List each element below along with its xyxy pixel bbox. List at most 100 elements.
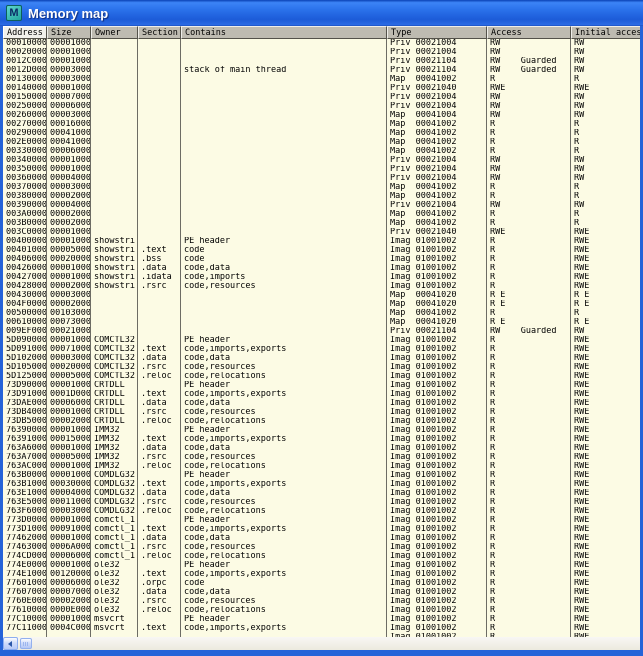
horizontal-scrollbar[interactable]: [3, 637, 640, 650]
table-row[interactable]: 00010000 00001000 Priv 00021004 RW RW: [3, 39, 640, 48]
table-row[interactable]: 00290000 00041000 Map 00041002 R R: [3, 129, 640, 138]
table-row[interactable]: 73D90000 00001000 CRTDLL PE header Imag 0100…: [3, 381, 640, 390]
table-row[interactable]: 774CD000 00006000 comctl_1 .reloc code,reloc…: [3, 552, 640, 561]
table-row[interactable]: 00427000 00001000 showstri .idata code,impor…: [3, 273, 640, 282]
cell-access: R: [487, 237, 571, 246]
table-row[interactable]: 00380000 00002000 Map 00041002 R R: [3, 192, 640, 201]
table-row[interactable]: 774E0000 00001000 ole32 PE header Imag 01001…: [3, 561, 640, 570]
table-row[interactable]: 76390000 00001000 IMM32 PE header Imag 01001…: [3, 426, 640, 435]
table-row[interactable]: 00370000 00003000 Map 00041002 R R: [3, 183, 640, 192]
table-row[interactable]: 5D105000 00020000 COMCTL32 .rsrc code,resour…: [3, 363, 640, 372]
table-row[interactable]: 763E5000 00011000 COMDLG32 .rsrc code,resour…: [3, 498, 640, 507]
table-row[interactable]: 763B0000 00001000 COMDLG32 PE header Imag 01…: [3, 471, 640, 480]
column-header-owner[interactable]: Owner: [91, 26, 138, 39]
table-row[interactable]: 00350000 00001000 Priv 00021004 RW RW: [3, 165, 640, 174]
table-row[interactable]: 763A6000 00001000 IMM32 .data code,data Imag …: [3, 444, 640, 453]
title-bar[interactable]: M Memory map: [0, 0, 643, 26]
cell-contains: [181, 228, 387, 237]
table-row[interactable]: 009EF000 00021000 Priv 00021104 RW Guarded R…: [3, 327, 640, 336]
table-row[interactable]: 773D0000 00001000 comctl_1 PE header Imag 01…: [3, 516, 640, 525]
table-row[interactable]: 763E1000 00004000 COMDLG32 .data code,data Im…: [3, 489, 640, 498]
window-title: Memory map: [28, 5, 109, 21]
scroll-left-button[interactable]: [3, 637, 18, 650]
column-header-contains[interactable]: Contains: [181, 26, 387, 39]
cell-access: R: [487, 192, 571, 201]
table-row[interactable]: 00500000 00103000 Map 00041002 R R: [3, 309, 640, 318]
cell-section: .rsrc: [138, 453, 181, 462]
column-header-type[interactable]: Type: [387, 26, 487, 39]
table-row[interactable]: 00390000 00004000 Priv 00021004 RW RW: [3, 201, 640, 210]
cell-address: 73D91000: [3, 390, 47, 399]
table-row[interactable]: 5D091000 00071000 COMCTL32 .text code,import…: [3, 345, 640, 354]
table-row[interactable]: 73DAE000 00006000 CRTDLL .data code,data Imag…: [3, 399, 640, 408]
table-row[interactable]: 5D125000 00005000 COMCTL32 .reloc code,reloc…: [3, 372, 640, 381]
table-row[interactable]: 00401000 00005000 showstri .text code Imag 01…: [3, 246, 640, 255]
table-row[interactable]: 7760E000 00002000 ole32 .rsrc code,resources…: [3, 597, 640, 606]
cell-contains: code,data: [181, 399, 387, 408]
column-header-initial-access[interactable]: Initial access: [571, 26, 640, 39]
table-row[interactable]: 0012D000 00003000 stack of main thread Priv…: [3, 66, 640, 75]
table-row[interactable]: 77610000 0000E000 ole32 .reloc code,relocati…: [3, 606, 640, 615]
cell-owner: COMCTL32: [91, 354, 138, 363]
table-row[interactable]: 00270000 00016000 Map 00041002 R R: [3, 120, 640, 129]
table-row[interactable]: 77607000 00007000 ole32 .data code,data Imag …: [3, 588, 640, 597]
cell-initial_access: RWE: [574, 507, 590, 516]
table-row[interactable]: 00260000 00003000 Map 00041004 RW RW: [3, 111, 640, 120]
table-row[interactable]: 73DB5000 00002000 CRTDLL .reloc code,relocat…: [3, 417, 640, 426]
table-row[interactable]: 00130000 00003000 Map 00041002 R R: [3, 75, 640, 84]
memory-map-window-icon[interactable]: M: [6, 5, 22, 21]
table-row[interactable]: 00360000 00004000 Priv 00021004 RW RW: [3, 174, 640, 183]
table-row[interactable]: 77462000 00001000 comctl_1 .data code,data Im…: [3, 534, 640, 543]
column-header-access[interactable]: Access: [487, 26, 571, 39]
table-row[interactable]: 773D1000 00091000 comctl_1 .text code,import…: [3, 525, 640, 534]
table-row[interactable]: 77C11000 0004C000 msvcrt .text code,imports,…: [3, 624, 640, 633]
cell-section: [138, 129, 181, 138]
table-row[interactable]: 77601000 00006000 ole32 .orpc code Imag 01001…: [3, 579, 640, 588]
cell-contains: code,resources: [181, 597, 387, 606]
table-row[interactable]: 00340000 00001000 Priv 00021004 RW RW: [3, 156, 640, 165]
table-row[interactable]: 76391000 00015000 IMM32 .text code,imports,e…: [3, 435, 640, 444]
column-header-size[interactable]: Size: [47, 26, 91, 39]
table-row[interactable]: 77C10000 00001000 msvcrt PE header Imag 0100…: [3, 615, 640, 624]
table-row[interactable]: 003C0000 00001000 Priv 00021040 RWE RWE: [3, 228, 640, 237]
column-header-section[interactable]: Section: [138, 26, 181, 39]
cell-size: 00002000: [47, 417, 91, 426]
column-header-address[interactable]: Address: [3, 26, 47, 39]
cell-size: 00001000: [47, 462, 91, 471]
table-row[interactable]: 003B0000 00002000 Map 00041002 R R: [3, 219, 640, 228]
table-row[interactable]: 00428000 00002000 showstri .rsrc code,resour…: [3, 282, 640, 291]
table-row[interactable]: 00330000 00006000 Map 00041002 R R: [3, 147, 640, 156]
table-row[interactable]: 73DB4000 00001000 CRTDLL .rsrc code,resource…: [3, 408, 640, 417]
cell-contains: PE header: [181, 516, 387, 525]
table-row[interactable]: 763B1000 00030000 COMDLG32 .text code,import…: [3, 480, 640, 489]
table-row[interactable]: 003A0000 00002000 Map 00041002 R R: [3, 210, 640, 219]
cell-initial_access: R E: [574, 318, 590, 327]
table-row[interactable]: 00406000 00020000 showstri .bss code Imag 010…: [3, 255, 640, 264]
table-row[interactable]: 5D090000 00001000 COMCTL32 PE header Imag 01…: [3, 336, 640, 345]
table-row[interactable]: 00150000 00007000 Priv 00021004 RW RW: [3, 93, 640, 102]
table-row[interactable]: 774E1000 00120000 ole32 .text code,imports,e…: [3, 570, 640, 579]
table-row[interactable]: 002E0000 00041000 Map 00041002 R R: [3, 138, 640, 147]
table-row[interactable]: 00140000 00001000 Priv 00021040 RWE RWE: [3, 84, 640, 93]
table-row[interactable]: 763A7000 00005000 IMM32 .rsrc code,resources…: [3, 453, 640, 462]
cell-contains: code,resources: [181, 453, 387, 462]
table-row[interactable]: 00020000 00001000 Priv 00021004 RW RW: [3, 48, 640, 57]
table-row[interactable]: 00250000 00006000 Priv 00021004 RW RW: [3, 102, 640, 111]
cell-contains: [181, 75, 387, 84]
table-row[interactable]: 763AC000 00001000 IMM32 .reloc code,relocati…: [3, 462, 640, 471]
table-row[interactable]: 77463000 0006A000 comctl_1 .rsrc code,resour…: [3, 543, 640, 552]
table-row[interactable]: 00426000 00001000 showstri .data code,data Im…: [3, 264, 640, 273]
cell-section: [138, 48, 181, 57]
cell-initial_access: RWE: [574, 408, 590, 417]
table-row[interactable]: 763F6000 00003000 COMDLG32 .reloc code,reloc…: [3, 507, 640, 516]
table-row[interactable]: 5D102000 00003000 COMCTL32 .data code,data Im…: [3, 354, 640, 363]
cell-initial_access: RW: [574, 57, 585, 66]
table-row[interactable]: 0012C000 00001000 Priv 00021104 RW Guarded R…: [3, 57, 640, 66]
table-row[interactable]: 73D91000 0001D000 CRTDLL .text code,imports,…: [3, 390, 640, 399]
scrollbar-thumb[interactable]: [20, 638, 32, 649]
table-row[interactable]: 00400000 00001000 showstri PE header Imag 01…: [3, 237, 640, 246]
